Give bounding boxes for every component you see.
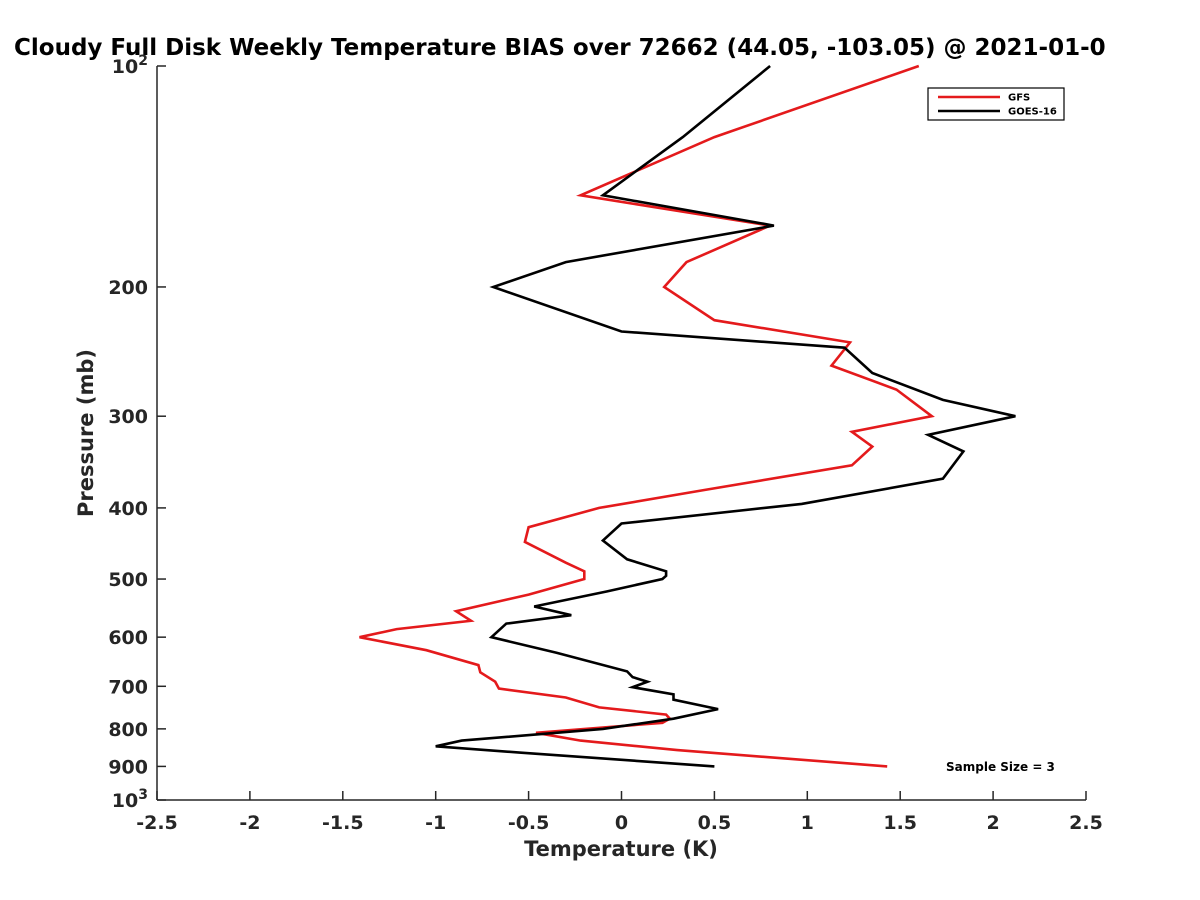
y-tick-label: 700 — [108, 676, 148, 698]
y-tick-label: 500 — [108, 569, 148, 591]
plot-lines — [359, 64, 1016, 768]
y-tick-label: 103 — [112, 787, 148, 812]
y-tick-label: 600 — [108, 627, 148, 649]
axes: -2.5 -2 -1.5 -1 -0.5 0 0.5 1 1.5 2 2.5 102 200 300 400… — [108, 53, 1103, 834]
legend: GFS GOES-16 — [927, 87, 1065, 121]
x-tick-label: 1.5 — [883, 812, 917, 834]
y-tick-label: 800 — [108, 719, 148, 741]
series-line-gfs — [359, 64, 935, 768]
legend-label: GOES-16 — [1008, 107, 1057, 118]
y-tick-label: 102 — [112, 53, 148, 78]
x-tick-label: -2 — [239, 812, 260, 834]
series-line-goes-16 — [435, 64, 1016, 768]
chart-title: Cloudy Full Disk Weekly Temperature BIAS… — [14, 35, 1106, 61]
x-tick-label: 2 — [986, 812, 999, 834]
legend-box — [927, 87, 1065, 121]
x-axis-title: Temperature (K) — [524, 837, 718, 861]
y-tick-label: 400 — [108, 498, 148, 520]
x-tick-label: 2.5 — [1069, 812, 1103, 834]
y-axis-title: Pressure (mb) — [74, 349, 98, 517]
sample-size-annotation: Sample Size = 3 — [946, 760, 1055, 774]
x-tick-label: 0 — [615, 812, 628, 834]
x-tick-label: 0.5 — [698, 812, 732, 834]
y-tick-label: 200 — [108, 277, 148, 299]
y-tick-label: 300 — [108, 406, 148, 428]
legend-label: GFS — [1008, 93, 1030, 104]
x-tick-label: -0.5 — [508, 812, 550, 834]
x-tick-label: -2.5 — [136, 812, 178, 834]
y-tick-label: 900 — [108, 756, 148, 778]
x-tick-label: -1.5 — [322, 812, 364, 834]
x-tick-label: 1 — [801, 812, 814, 834]
x-tick-label: -1 — [425, 812, 446, 834]
